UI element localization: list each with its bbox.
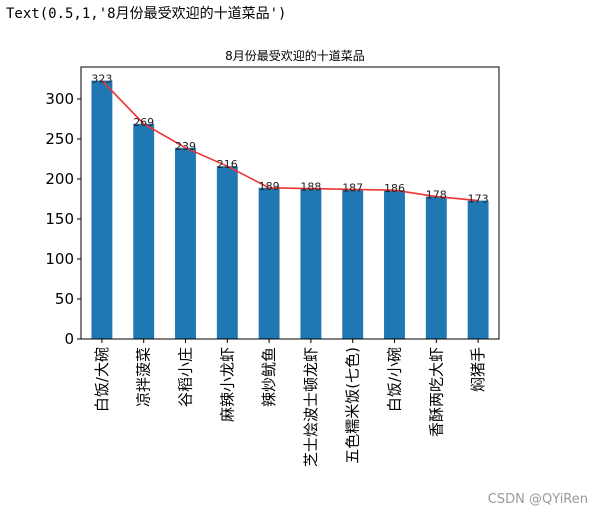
data-labels: 323 269 239 216 189 188 187 186 178 173 <box>91 73 488 206</box>
bars <box>91 80 489 339</box>
y-tick-label: 0 <box>64 330 74 348</box>
data-label: 269 <box>133 116 154 129</box>
x-tick-label: 谷稻小庄 <box>177 347 195 407</box>
bar <box>384 190 405 339</box>
trend-polyline <box>101 80 479 202</box>
bar <box>300 188 322 339</box>
y-axis: 0 50 100 150 200 250 300 <box>45 90 81 348</box>
x-tick-label: 白饭/小碗 <box>386 347 404 412</box>
plot-frame <box>80 66 500 340</box>
data-label: 216 <box>217 158 238 171</box>
data-label: 178 <box>426 189 447 202</box>
bar <box>425 196 447 339</box>
y-tick-label: 100 <box>45 250 74 268</box>
data-label: 187 <box>342 181 363 194</box>
y-tick-label: 150 <box>45 210 74 228</box>
bar <box>133 123 155 339</box>
bar <box>91 80 113 339</box>
data-label: 323 <box>91 73 112 86</box>
watermark: CSDN @QYiRen <box>487 492 588 507</box>
data-label: 173 <box>468 193 489 206</box>
x-tick-label: 麻辣小龙虾 <box>218 347 236 422</box>
x-tick-label: 芝士烩波士顿龙虾 <box>302 347 320 467</box>
x-tick-label: 辣炒鱿鱼 <box>260 347 278 407</box>
data-label: 186 <box>384 182 405 195</box>
x-tick-label: 焖猪手 <box>469 347 487 392</box>
bar <box>467 200 489 339</box>
data-label: 239 <box>175 140 196 153</box>
y-tick-label: 200 <box>45 170 74 188</box>
data-label: 188 <box>300 181 321 194</box>
chart-title: 8月份最受欢迎的十道菜品 <box>225 48 365 63</box>
x-tick-label: 白饭/大碗 <box>93 347 111 412</box>
x-tick-label: 凉拌菠菜 <box>135 347 153 407</box>
y-tick-label: 250 <box>45 130 74 148</box>
bar <box>216 166 238 339</box>
data-label: 189 <box>259 180 280 193</box>
x-tick-label: 香酥两吃大虾 <box>427 347 445 437</box>
x-axis: 白饭/大碗 凉拌菠菜 谷稻小庄 麻辣小龙虾 辣炒鱿鱼 芝士烩波士顿龙虾 五色糯米饭(七色) 白… <box>93 339 487 467</box>
bar <box>258 187 280 339</box>
bar <box>342 189 364 339</box>
output-text: Text(0.5,1,'8月份最受欢迎的十道菜品') <box>6 6 287 22</box>
y-tick-label: 300 <box>45 90 74 108</box>
bar <box>175 147 196 339</box>
y-tick-label: 50 <box>55 290 74 308</box>
trend-line <box>101 80 479 202</box>
x-tick-label: 五色糯米饭(七色) <box>344 347 362 464</box>
